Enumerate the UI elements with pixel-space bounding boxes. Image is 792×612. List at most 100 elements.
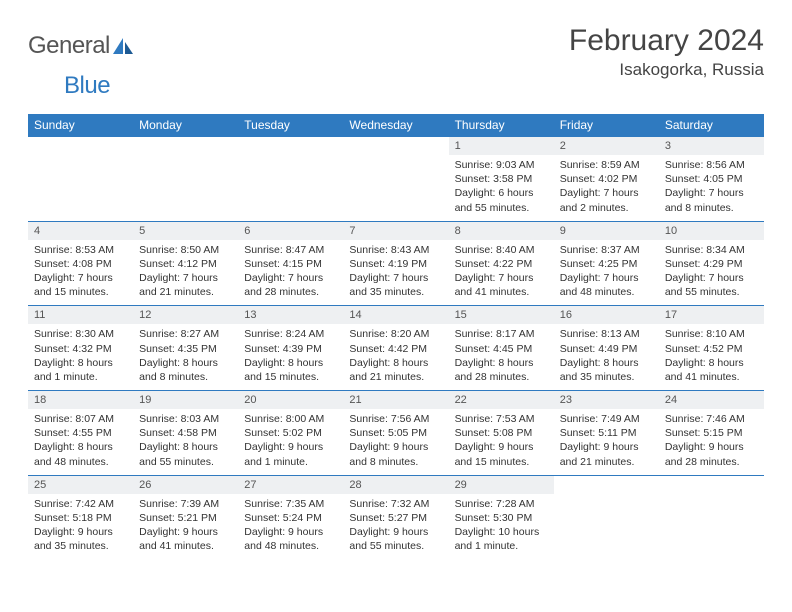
weekday-header: Sunday — [28, 114, 133, 137]
calendar-day-cell: 16Sunrise: 8:13 AMSunset: 4:49 PMDayligh… — [554, 306, 659, 391]
weekday-header: Friday — [554, 114, 659, 137]
calendar-day-cell: 13Sunrise: 8:24 AMSunset: 4:39 PMDayligh… — [238, 306, 343, 391]
day-number: 23 — [554, 391, 659, 409]
day-number: 12 — [133, 306, 238, 324]
day-info: Sunrise: 8:30 AMSunset: 4:32 PMDaylight:… — [28, 324, 133, 390]
day-number: 13 — [238, 306, 343, 324]
calendar-day-cell: 26Sunrise: 7:39 AMSunset: 5:21 PMDayligh… — [133, 475, 238, 559]
day-number: 28 — [343, 476, 448, 494]
calendar-day-cell: 0 — [554, 475, 659, 559]
day-info: Sunrise: 7:46 AMSunset: 5:15 PMDaylight:… — [659, 409, 764, 475]
day-number: 29 — [449, 476, 554, 494]
day-info: Sunrise: 8:47 AMSunset: 4:15 PMDaylight:… — [238, 240, 343, 306]
day-number: 2 — [554, 137, 659, 155]
day-info: Sunrise: 8:37 AMSunset: 4:25 PMDaylight:… — [554, 240, 659, 306]
calendar-day-cell: 14Sunrise: 8:20 AMSunset: 4:42 PMDayligh… — [343, 306, 448, 391]
day-number: 22 — [449, 391, 554, 409]
calendar-day-cell: 15Sunrise: 8:17 AMSunset: 4:45 PMDayligh… — [449, 306, 554, 391]
calendar-day-cell: 7Sunrise: 8:43 AMSunset: 4:19 PMDaylight… — [343, 221, 448, 306]
calendar-body: 0 0 0 0 1Sunrise: 9:03 AMSunset: 3:58 PM… — [28, 137, 764, 560]
calendar-day-cell: 27Sunrise: 7:35 AMSunset: 5:24 PMDayligh… — [238, 475, 343, 559]
calendar-day-cell: 0 — [28, 137, 133, 222]
day-info: Sunrise: 7:32 AMSunset: 5:27 PMDaylight:… — [343, 494, 448, 560]
day-info: Sunrise: 8:34 AMSunset: 4:29 PMDaylight:… — [659, 240, 764, 306]
brand-name-a: General — [28, 32, 110, 60]
calendar-day-cell: 28Sunrise: 7:32 AMSunset: 5:27 PMDayligh… — [343, 475, 448, 559]
calendar-day-cell: 2Sunrise: 8:59 AMSunset: 4:02 PMDaylight… — [554, 137, 659, 222]
weekday-header: Tuesday — [238, 114, 343, 137]
calendar-day-cell: 20Sunrise: 8:00 AMSunset: 5:02 PMDayligh… — [238, 391, 343, 476]
calendar-day-cell: 6Sunrise: 8:47 AMSunset: 4:15 PMDaylight… — [238, 221, 343, 306]
day-info: Sunrise: 7:53 AMSunset: 5:08 PMDaylight:… — [449, 409, 554, 475]
day-info: Sunrise: 7:56 AMSunset: 5:05 PMDaylight:… — [343, 409, 448, 475]
calendar-day-cell: 3Sunrise: 8:56 AMSunset: 4:05 PMDaylight… — [659, 137, 764, 222]
day-number: 10 — [659, 222, 764, 240]
day-number: 4 — [28, 222, 133, 240]
day-info: Sunrise: 8:56 AMSunset: 4:05 PMDaylight:… — [659, 155, 764, 221]
calendar-week-row: 25Sunrise: 7:42 AMSunset: 5:18 PMDayligh… — [28, 475, 764, 559]
day-info: Sunrise: 8:40 AMSunset: 4:22 PMDaylight:… — [449, 240, 554, 306]
day-number: 24 — [659, 391, 764, 409]
day-info: Sunrise: 8:13 AMSunset: 4:49 PMDaylight:… — [554, 324, 659, 390]
day-number: 9 — [554, 222, 659, 240]
calendar-week-row: 18Sunrise: 8:07 AMSunset: 4:55 PMDayligh… — [28, 391, 764, 476]
calendar-day-cell: 22Sunrise: 7:53 AMSunset: 5:08 PMDayligh… — [449, 391, 554, 476]
day-info: Sunrise: 8:27 AMSunset: 4:35 PMDaylight:… — [133, 324, 238, 390]
calendar-day-cell: 17Sunrise: 8:10 AMSunset: 4:52 PMDayligh… — [659, 306, 764, 391]
day-info: Sunrise: 8:59 AMSunset: 4:02 PMDaylight:… — [554, 155, 659, 221]
calendar-day-cell: 25Sunrise: 7:42 AMSunset: 5:18 PMDayligh… — [28, 475, 133, 559]
calendar-day-cell: 9Sunrise: 8:37 AMSunset: 4:25 PMDaylight… — [554, 221, 659, 306]
day-number: 21 — [343, 391, 448, 409]
day-number: 27 — [238, 476, 343, 494]
day-number: 19 — [133, 391, 238, 409]
calendar-day-cell: 24Sunrise: 7:46 AMSunset: 5:15 PMDayligh… — [659, 391, 764, 476]
calendar-day-cell: 12Sunrise: 8:27 AMSunset: 4:35 PMDayligh… — [133, 306, 238, 391]
calendar-day-cell: 0 — [343, 137, 448, 222]
day-number: 25 — [28, 476, 133, 494]
calendar-day-cell: 0 — [238, 137, 343, 222]
day-number: 14 — [343, 306, 448, 324]
day-number: 20 — [238, 391, 343, 409]
day-info: Sunrise: 8:24 AMSunset: 4:39 PMDaylight:… — [238, 324, 343, 390]
weekday-header: Saturday — [659, 114, 764, 137]
day-number: 16 — [554, 306, 659, 324]
day-info: Sunrise: 8:17 AMSunset: 4:45 PMDaylight:… — [449, 324, 554, 390]
day-number: 26 — [133, 476, 238, 494]
day-number: 6 — [238, 222, 343, 240]
weekday-header: Thursday — [449, 114, 554, 137]
calendar-day-cell: 8Sunrise: 8:40 AMSunset: 4:22 PMDaylight… — [449, 221, 554, 306]
calendar-header-row: SundayMondayTuesdayWednesdayThursdayFrid… — [28, 114, 764, 137]
sail-icon — [112, 37, 134, 55]
calendar-day-cell: 5Sunrise: 8:50 AMSunset: 4:12 PMDaylight… — [133, 221, 238, 306]
day-info: Sunrise: 7:49 AMSunset: 5:11 PMDaylight:… — [554, 409, 659, 475]
calendar-day-cell: 19Sunrise: 8:03 AMSunset: 4:58 PMDayligh… — [133, 391, 238, 476]
weekday-header: Wednesday — [343, 114, 448, 137]
day-number: 1 — [449, 137, 554, 155]
day-number: 3 — [659, 137, 764, 155]
calendar-table: SundayMondayTuesdayWednesdayThursdayFrid… — [28, 114, 764, 559]
calendar-day-cell: 21Sunrise: 7:56 AMSunset: 5:05 PMDayligh… — [343, 391, 448, 476]
day-number: 7 — [343, 222, 448, 240]
calendar-day-cell: 10Sunrise: 8:34 AMSunset: 4:29 PMDayligh… — [659, 221, 764, 306]
calendar-day-cell: 11Sunrise: 8:30 AMSunset: 4:32 PMDayligh… — [28, 306, 133, 391]
day-number: 5 — [133, 222, 238, 240]
calendar-day-cell: 4Sunrise: 8:53 AMSunset: 4:08 PMDaylight… — [28, 221, 133, 306]
day-number: 8 — [449, 222, 554, 240]
day-info: Sunrise: 8:20 AMSunset: 4:42 PMDaylight:… — [343, 324, 448, 390]
day-info: Sunrise: 8:53 AMSunset: 4:08 PMDaylight:… — [28, 240, 133, 306]
brand-logo: General — [28, 32, 136, 60]
day-number: 17 — [659, 306, 764, 324]
day-info: Sunrise: 8:00 AMSunset: 5:02 PMDaylight:… — [238, 409, 343, 475]
day-number: 18 — [28, 391, 133, 409]
day-info: Sunrise: 8:43 AMSunset: 4:19 PMDaylight:… — [343, 240, 448, 306]
calendar-day-cell: 23Sunrise: 7:49 AMSunset: 5:11 PMDayligh… — [554, 391, 659, 476]
calendar-day-cell: 1Sunrise: 9:03 AMSunset: 3:58 PMDaylight… — [449, 137, 554, 222]
day-info: Sunrise: 8:50 AMSunset: 4:12 PMDaylight:… — [133, 240, 238, 306]
day-number: 15 — [449, 306, 554, 324]
day-info: Sunrise: 8:07 AMSunset: 4:55 PMDaylight:… — [28, 409, 133, 475]
day-info: Sunrise: 7:42 AMSunset: 5:18 PMDaylight:… — [28, 494, 133, 560]
day-info: Sunrise: 8:03 AMSunset: 4:58 PMDaylight:… — [133, 409, 238, 475]
day-number: 11 — [28, 306, 133, 324]
weekday-header: Monday — [133, 114, 238, 137]
location-subtitle: Isakogorka, Russia — [569, 60, 764, 80]
